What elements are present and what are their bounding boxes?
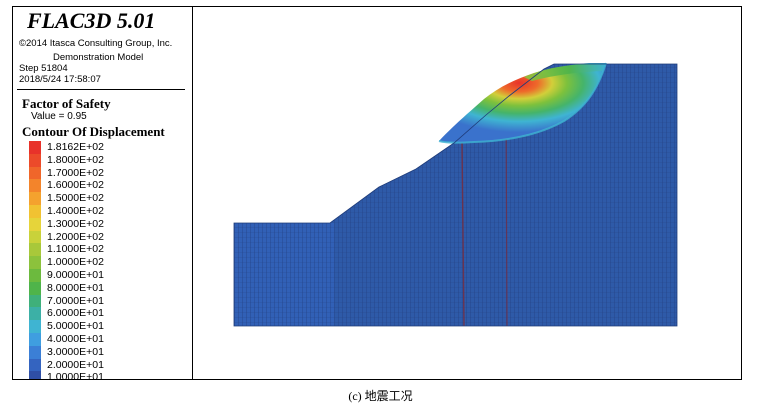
timestamp: 2018/5/24 17:58:07 xyxy=(19,74,101,85)
colorbar-label: 1.7000E+02 xyxy=(47,166,104,179)
colorbar-swatch xyxy=(29,243,41,257)
legend-panel: FLAC3D 5.01 ©2014 Itasca Consulting Grou… xyxy=(13,7,193,379)
colorbar-label: 1.2000E+02 xyxy=(47,230,104,243)
colorbar-swatch xyxy=(29,192,41,206)
app-title: FLAC3D 5.01 xyxy=(27,8,156,33)
figure-caption: (c) 地震工况 xyxy=(348,389,413,403)
header-divider xyxy=(17,89,185,90)
colorbar-label: 1.0000E+01 xyxy=(47,371,104,379)
colorbar-swatch xyxy=(29,179,41,193)
colorbar-label: 1.1000E+02 xyxy=(47,243,104,256)
colorbar-swatch xyxy=(29,333,41,347)
colorbar-label: 2.0000E+01 xyxy=(47,358,104,371)
colorbar-label: 7.0000E+01 xyxy=(47,294,104,307)
factor-of-safety-title: Factor of Safety xyxy=(22,96,111,111)
colorbar-swatch xyxy=(29,269,41,283)
contour-title: Contour Of Displacement xyxy=(22,124,165,139)
colorbar-swatch xyxy=(29,371,41,379)
colorbar-label: 6.0000E+01 xyxy=(47,307,104,320)
colorbar-swatch xyxy=(29,281,41,296)
copyright-text: ©2014 Itasca Consulting Group, Inc. xyxy=(19,38,173,49)
model-view xyxy=(233,62,678,327)
colorbar-swatch xyxy=(29,217,41,232)
colorbar-label: 1.6000E+02 xyxy=(47,179,104,192)
model-name: Demonstration Model xyxy=(53,52,144,63)
colorbar-label: 9.0000E+01 xyxy=(47,269,104,281)
colorbar-swatch xyxy=(29,320,41,334)
colorbar-label: 5.0000E+01 xyxy=(47,320,104,333)
colorbar-swatch xyxy=(29,205,41,219)
factor-of-safety-value: Value = 0.95 xyxy=(31,111,87,122)
colorbar-label: 1.0000E+02 xyxy=(47,256,104,269)
colorbar-swatch xyxy=(29,345,41,360)
colorbar-label: 1.4000E+02 xyxy=(47,205,104,217)
slope-mesh xyxy=(234,64,677,326)
colorbar-swatch xyxy=(29,166,41,180)
slope-outline xyxy=(233,63,678,327)
plot-window: FLAC3D 5.01 ©2014 Itasca Consulting Grou… xyxy=(12,6,742,380)
colorbar-swatch xyxy=(29,230,41,244)
colorbar-swatch xyxy=(29,307,41,321)
colorbar-swatch xyxy=(29,153,41,168)
sliding-mass xyxy=(438,62,607,144)
colorbar-swatch xyxy=(29,141,41,155)
colorbar-label: 4.0000E+01 xyxy=(47,333,104,345)
colorbar-label: 1.8162E+02 xyxy=(47,141,104,153)
colorbar-label: 1.3000E+02 xyxy=(47,217,104,230)
colorbar-swatch xyxy=(29,294,41,308)
colorbar-label: 1.8000E+02 xyxy=(47,153,104,166)
colorbar-label: 3.0000E+01 xyxy=(47,345,104,358)
colorbar-swatch xyxy=(29,256,41,270)
colorbar-swatch xyxy=(29,358,41,372)
colorbar-label: 1.5000E+02 xyxy=(47,192,104,205)
step-counter: Step 51804 xyxy=(19,63,68,74)
colorbar-label: 8.0000E+01 xyxy=(47,281,104,294)
